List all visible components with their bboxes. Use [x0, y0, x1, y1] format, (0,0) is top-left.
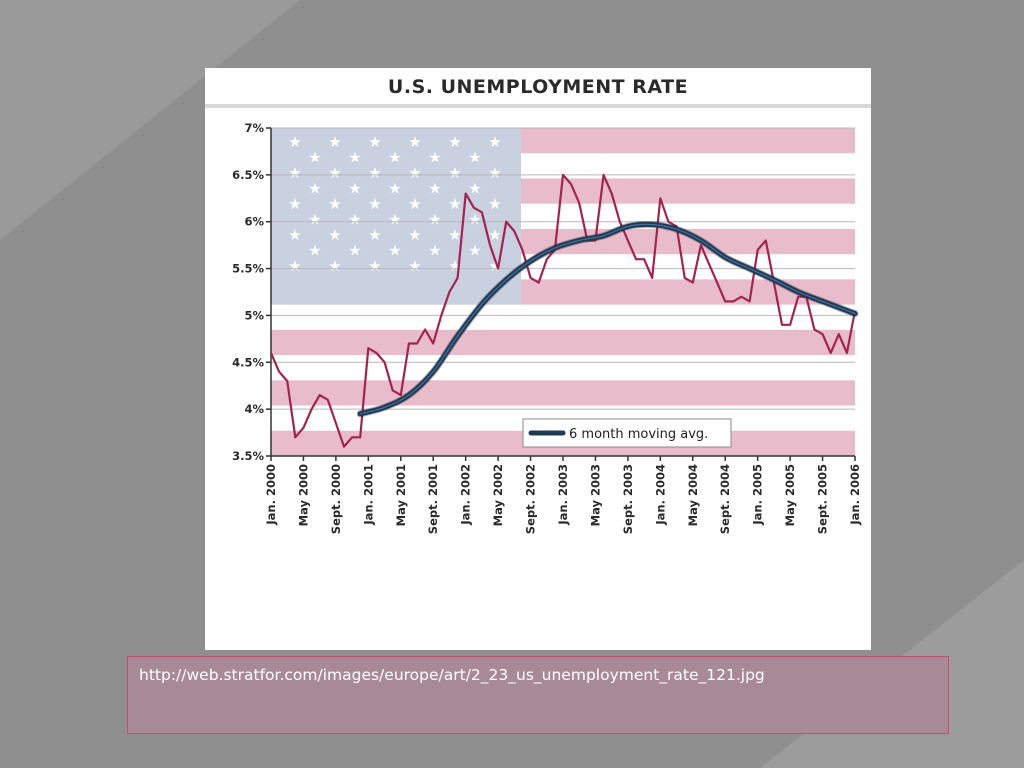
flag-star: ★ — [448, 195, 461, 213]
flag-star: ★ — [368, 133, 381, 151]
flag-star: ★ — [368, 226, 381, 244]
monthly-rate-line — [269, 173, 857, 448]
unemployment-chart: U.S. UNEMPLOYMENT RATE ★ ★ ★ ★ ★ ★★ ★ ★ ★ ★★ ★ ★ ★ ★ ★… — [205, 68, 871, 534]
flag-star: ★ — [388, 211, 401, 229]
x-tick-label: Jan. 2001 — [361, 464, 375, 526]
x-tick-label: Jan. 2004 — [653, 464, 667, 526]
flag-stripe — [271, 380, 855, 406]
flag-star: ★ — [468, 180, 481, 198]
flag-backdrop: ★ ★ ★ ★ ★ ★ ★ ★ ★ ★ ★ ★ ★ ★ ★ ★ ★ ★ ★ ★ ★ ★ ★ ★ ★ ★ ★ ★ ★ ★ ★ ★ ★ ★ ★ ★ ★ ★ ★ ★… — [271, 128, 855, 456]
flag-star: ★ — [428, 211, 441, 229]
x-tick-label: Sept. 2003 — [621, 464, 635, 534]
flag-star: ★ — [368, 164, 381, 182]
flag-star: ★ — [348, 149, 361, 167]
x-tick-label: Sept. 2002 — [524, 464, 538, 534]
flag-star: ★ — [328, 195, 341, 213]
x-tick-label: May 2000 — [296, 464, 310, 526]
legend: 6 month moving avg. — [522, 418, 732, 448]
flag-star: ★ — [368, 195, 381, 213]
flag-star: ★ — [368, 257, 381, 275]
x-tick-label: May 2002 — [491, 464, 505, 526]
x-tick-label: Jan. 2006 — [848, 464, 862, 526]
x-tick-label: May 2005 — [783, 464, 797, 526]
flag-star: ★ — [428, 149, 441, 167]
flag-star: ★ — [328, 133, 341, 151]
y-tick-label: 6% — [244, 215, 264, 229]
flag-star: ★ — [408, 195, 421, 213]
x-tick-label: Sept. 2000 — [329, 464, 343, 534]
flag-star: ★ — [488, 164, 501, 182]
flag-star: ★ — [288, 195, 301, 213]
flag-star: ★ — [488, 133, 501, 151]
x-tick-label: Jan. 2000 — [264, 464, 278, 526]
flag-star: ★ — [328, 257, 341, 275]
x-tick-label: Sept. 2005 — [816, 464, 830, 534]
flag-star: ★ — [348, 211, 361, 229]
x-tick-label: Jan. 2003 — [556, 464, 570, 526]
x-tick-label: May 2004 — [686, 464, 700, 526]
flag-star: ★ — [308, 211, 321, 229]
flag-star: ★ — [448, 133, 461, 151]
flag-star: ★ — [308, 242, 321, 260]
y-tick-label: 4% — [244, 402, 264, 416]
flag-star: ★ — [408, 133, 421, 151]
x-tick-label: Jan. 2002 — [459, 464, 473, 526]
flag-star: ★ — [428, 180, 441, 198]
y-tick-label: 6.5% — [232, 168, 264, 182]
y-tick-label: 3.5% — [232, 449, 264, 463]
flag-star: ★ — [328, 164, 341, 182]
flag-star: ★ — [288, 257, 301, 275]
flag-star: ★ — [388, 149, 401, 167]
flag-star: ★ — [468, 242, 481, 260]
chart-image: U.S. UNEMPLOYMENT RATE ★ ★ ★ ★ ★ ★ ★ ★ ★ ★ ★ ★ ★ ★ ★ ★ ★… — [205, 68, 871, 650]
flag-star: ★ — [388, 242, 401, 260]
flag-star: ★ — [408, 164, 421, 182]
flag-canton — [271, 128, 521, 305]
chart-title-bar: U.S. UNEMPLOYMENT RATE — [205, 68, 871, 108]
x-tick-label: Sept. 2001 — [426, 464, 440, 534]
flag-star: ★ — [328, 226, 341, 244]
caption-box: http://web.stratfor.com/images/europe/ar… — [127, 656, 949, 734]
flag-star: ★ — [488, 195, 501, 213]
moving-avg-highlight — [359, 223, 856, 415]
flag-star: ★ — [288, 226, 301, 244]
x-tick-label: Jan. 2005 — [751, 464, 765, 526]
bg-facet — [0, 0, 300, 240]
legend-label: 6 month moving avg. — [569, 427, 708, 442]
flag-star: ★ — [288, 164, 301, 182]
image-source-url: http://web.stratfor.com/images/europe/ar… — [139, 666, 765, 684]
flag-star: ★ — [348, 180, 361, 198]
y-axis: 7% 6.5% 6% 5.5% 5% 4.5% 4% 3.5% — [232, 121, 855, 463]
x-tick-label: May 2003 — [588, 464, 602, 526]
flag-star: ★ — [288, 133, 301, 151]
x-tick-label: May 2001 — [394, 464, 408, 526]
x-tick-label: Sept. 2004 — [718, 464, 732, 534]
flag-star: ★ — [388, 180, 401, 198]
flag-star: ★ — [348, 242, 361, 260]
y-tick-label: 5% — [244, 308, 264, 322]
series-lines — [269, 173, 859, 448]
flag-star: ★ — [468, 149, 481, 167]
flag-stripe — [271, 329, 855, 356]
flag-star: ★ — [448, 226, 461, 244]
flag-star: ★ — [408, 257, 421, 275]
flag-star: ★ — [308, 149, 321, 167]
flag-star: ★ — [308, 180, 321, 198]
y-tick-label: 4.5% — [232, 355, 264, 369]
flag-star: ★ — [488, 226, 501, 244]
flag-star: ★ — [428, 242, 441, 260]
y-tick-label: 5.5% — [232, 262, 264, 276]
title-background — [205, 68, 871, 104]
flag-star: ★ — [468, 211, 481, 229]
title-shadow — [205, 104, 871, 108]
flag-star: ★ — [448, 164, 461, 182]
chart-title: U.S. UNEMPLOYMENT RATE — [388, 76, 688, 98]
x-axis: Jan. 2000 May 2000 Sept. 2000 Jan. 2001 May … — [264, 456, 862, 534]
flag-star: ★ — [408, 226, 421, 244]
y-tick-label: 7% — [244, 121, 264, 135]
